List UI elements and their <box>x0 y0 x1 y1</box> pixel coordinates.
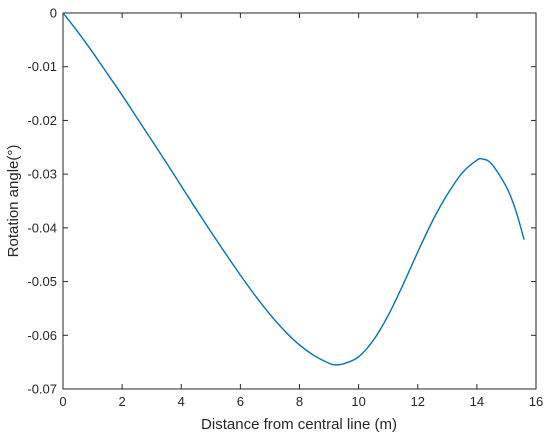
y-tick-label: -0.07 <box>27 382 57 397</box>
y-tick-label: -0.04 <box>27 220 57 235</box>
x-tick-label: 6 <box>237 394 244 409</box>
series-line <box>62 12 525 366</box>
x-tick-label: 16 <box>529 394 543 409</box>
axis-ticks <box>62 12 537 390</box>
axis-tick-labels: 0 2 4 6 8 10 12 14 16 0 -0.01 -0.02 -0.03 -0.04 -0.05 -… <box>27 6 543 410</box>
x-tick-label: 4 <box>178 394 185 409</box>
x-tick-label: 12 <box>411 394 425 409</box>
y-tick-label: 0 <box>50 6 57 21</box>
x-tick-label: 0 <box>59 394 66 409</box>
x-tick-label: 14 <box>470 394 484 409</box>
x-tick-label: 2 <box>119 394 126 409</box>
y-tick-label: -0.03 <box>27 167 57 182</box>
y-tick-label: -0.06 <box>27 328 57 343</box>
plot-area <box>62 12 537 390</box>
x-tick-label: 10 <box>351 394 365 409</box>
plot-box <box>62 12 537 390</box>
y-tick-label: -0.02 <box>27 113 57 128</box>
x-tick-label: 8 <box>296 394 303 409</box>
series-layer <box>62 12 525 366</box>
y-tick-label: -0.01 <box>27 59 57 74</box>
y-tick-label: -0.05 <box>27 274 57 289</box>
y-axis-label: Rotation angle(°) <box>5 145 22 258</box>
x-axis-label: Distance from central line (m) <box>201 416 397 433</box>
